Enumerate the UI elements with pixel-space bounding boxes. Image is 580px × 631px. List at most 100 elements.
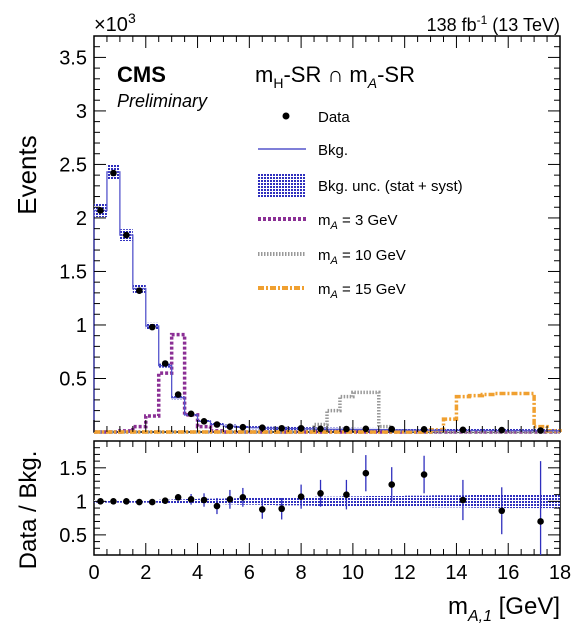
y-tick-label-top: 0.5	[59, 368, 87, 390]
ratio-unc-box	[469, 494, 483, 508]
ratio-point	[498, 507, 506, 515]
ratio-point	[226, 496, 234, 503]
ratio-point	[174, 494, 182, 501]
x-tick-label: 2	[140, 562, 151, 584]
legend-data-label: Data	[318, 109, 350, 126]
data-point	[187, 410, 195, 418]
ratio-unc-box	[482, 494, 496, 508]
y-axis-label-bottom: Data / Bkg.	[15, 451, 42, 570]
ratio-point	[420, 471, 428, 478]
ratio-point	[459, 496, 467, 504]
ratio-point	[362, 469, 370, 477]
data-point	[420, 426, 428, 433]
y-tick-label-top: 3.5	[59, 47, 87, 69]
x-tick-label: 8	[296, 562, 307, 584]
data-point	[226, 423, 234, 430]
cms-label: CMS	[117, 62, 166, 87]
ratio-unc-box	[327, 496, 340, 507]
luminosity-label: 138 fb-1 (13 TeV)	[427, 13, 560, 35]
x-tick-label: 6	[244, 562, 255, 584]
y-tick-label-top: 2.5	[59, 154, 87, 176]
ratio-point	[187, 496, 195, 503]
ratio-point	[317, 490, 324, 497]
data-point	[343, 425, 350, 433]
legend-bkg-label: Bkg.	[318, 142, 348, 159]
ratio-unc-box	[391, 495, 405, 507]
ratio-point	[388, 481, 396, 488]
legend-data-marker	[282, 112, 290, 120]
x-tick-label: 12	[394, 562, 416, 584]
y-tick-label-bottom: 1	[76, 491, 87, 513]
x-tick-label: 14	[445, 562, 467, 584]
y-tick-label-top: 1.5	[59, 261, 87, 283]
ratio-unc-box	[404, 495, 418, 508]
data-point	[97, 207, 104, 214]
ratio-unc-box	[352, 496, 366, 507]
x-tick-label: 16	[497, 562, 519, 584]
data-point	[136, 287, 143, 295]
ratio-point	[258, 506, 266, 513]
legend-unc-label: Bkg. unc. (stat + syst)	[318, 178, 463, 195]
axis-ticks: 0.5 1 1.5 2 2.5 3 3.5 0.5 1 1.5 0 2 4 6 8 10 12 14 16 18	[59, 36, 571, 584]
ratio-unc-box	[249, 498, 263, 505]
signal-ma3-histogram	[94, 332, 560, 434]
ratio-unc-box	[301, 496, 315, 506]
ratio-point	[239, 494, 247, 501]
x-tick-label: 0	[88, 562, 99, 584]
data-point	[317, 425, 324, 433]
region-label: mH-SR ∩ mA-SR	[255, 62, 415, 91]
y-axis-label-top: Events	[12, 135, 42, 215]
y-tick-label-top: 2	[76, 208, 87, 230]
ratio-unc-box	[288, 497, 302, 506]
data-points	[97, 169, 544, 434]
ratio-point	[148, 498, 156, 506]
ratio-unc-box	[262, 497, 276, 506]
ratio-point	[343, 491, 350, 498]
preliminary-label: Preliminary	[117, 91, 208, 111]
data-point	[148, 323, 156, 331]
legend-unc-swatch	[258, 173, 306, 197]
data-point	[239, 423, 247, 431]
ratio-point	[123, 498, 130, 505]
legend-sig10-label: mA = 10 GeV	[318, 247, 406, 267]
bkg-uncertainty-band-top	[94, 164, 560, 433]
ratio-unc-box	[171, 499, 185, 504]
ratio-unc-box	[365, 495, 379, 507]
ratio-point	[161, 497, 169, 504]
ratio-unc-box	[521, 494, 535, 509]
ratio-unc-box	[430, 495, 444, 508]
signal-ma15-line	[94, 391, 562, 434]
y-tick-label-bottom: 0.5	[59, 525, 87, 547]
legend-sig3-label: mA = 3 GeV	[318, 212, 397, 232]
data-point	[213, 421, 221, 428]
data-point	[123, 231, 130, 239]
legend: Data Bkg. Bkg. unc. (stat + syst) mA = 3…	[258, 109, 463, 301]
x-tick-label: 10	[342, 562, 364, 584]
x-tick-label: 4	[192, 562, 203, 584]
data-point	[200, 417, 208, 425]
data-point	[278, 424, 285, 432]
legend-sig15-label: mA = 15 GeV	[318, 281, 406, 301]
ratio-point	[110, 498, 117, 505]
ratio-points	[97, 455, 544, 555]
y-tick-label-top: 1	[76, 315, 87, 337]
data-point	[498, 426, 506, 434]
data-point	[537, 427, 544, 434]
x-axis-label: mA,1 [GeV]	[448, 593, 560, 625]
x-tick-label: 18	[549, 562, 571, 584]
ratio-unc-box	[508, 494, 522, 509]
data-point	[174, 391, 182, 398]
ratio-unc-box	[443, 495, 457, 508]
data-point	[161, 360, 169, 367]
y-tick-label-bottom: 1.5	[59, 458, 87, 480]
signal-ma15-histogram	[94, 391, 562, 434]
ratio-point	[278, 505, 285, 513]
ratio-point	[297, 493, 305, 500]
y-multiplier: ×103	[94, 10, 136, 36]
ratio-point	[537, 518, 544, 525]
signal-ma3-line	[94, 332, 560, 434]
data-point	[110, 169, 117, 177]
ratio-unc-box	[378, 495, 392, 507]
ratio-point	[200, 496, 208, 504]
